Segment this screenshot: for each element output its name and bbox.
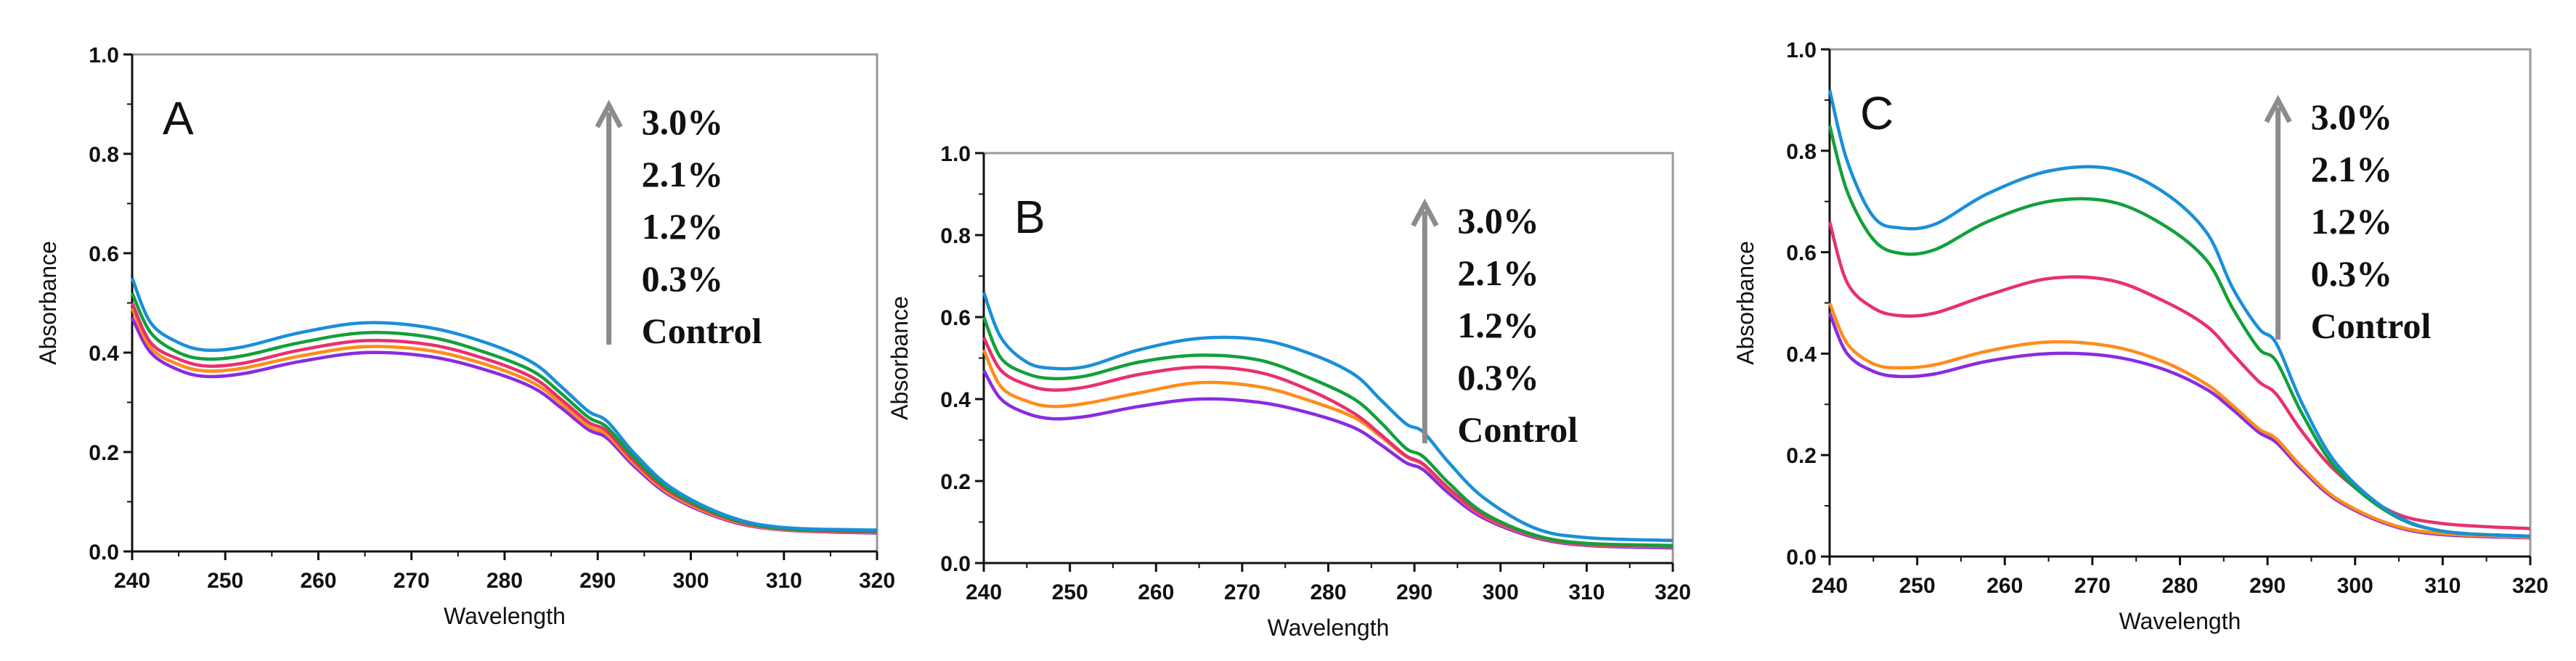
x-tick-label: 270 — [394, 569, 430, 593]
series-line-03 — [1827, 302, 2531, 539]
y-tick-label: 0.4 — [1786, 342, 1817, 366]
x-tick-label: 320 — [1655, 580, 1691, 604]
series-line-control — [982, 369, 1674, 550]
series-line-control — [1827, 312, 2531, 540]
x-tick-label: 240 — [114, 569, 150, 593]
y-tick-label: 0.2 — [1786, 444, 1817, 468]
x-tick-label: 280 — [486, 569, 523, 593]
y-tick-label: 0.2 — [89, 441, 119, 465]
x-tick-label: 310 — [2424, 574, 2461, 598]
x-tick-label: 320 — [859, 569, 895, 593]
plot-frame — [131, 53, 879, 553]
x-tick-label: 290 — [579, 569, 616, 593]
series-line-21 — [982, 316, 1674, 547]
y-tick-label: 0.6 — [1786, 242, 1817, 266]
x-tick-label: 240 — [1811, 574, 1848, 598]
x-tick-label: 250 — [207, 569, 243, 593]
legend-label: 0.3% — [1457, 357, 1538, 398]
series-line-03 — [130, 307, 878, 535]
y-tick-label: 0.2 — [940, 470, 971, 494]
y-axis-label: Absorbance — [35, 241, 61, 365]
y-tick-label: 1.0 — [89, 44, 119, 67]
series-line-30 — [1827, 89, 2531, 538]
y-tick-label: 0.6 — [940, 306, 971, 330]
y-tick-label: 0.0 — [1786, 546, 1817, 570]
y-tick-label: 0.8 — [1786, 140, 1817, 164]
y-tick-label: 0.0 — [89, 541, 119, 564]
x-tick-label: 300 — [672, 569, 709, 593]
x-tick-label: 260 — [1986, 574, 2023, 598]
legend-label: Control — [642, 311, 762, 351]
series-line-30 — [130, 277, 878, 532]
legend-label: Control — [1457, 409, 1578, 450]
x-tick-label: 300 — [1483, 580, 1519, 604]
legend-label: 3.0% — [1457, 200, 1538, 241]
legend-label: 0.3% — [2311, 253, 2393, 294]
x-tick-label: 270 — [1224, 580, 1260, 604]
x-tick-label: 280 — [2161, 574, 2198, 598]
legend-label: 2.1% — [2311, 149, 2393, 189]
x-tick-label: 290 — [2249, 574, 2286, 598]
y-tick-label: 0.8 — [940, 224, 971, 248]
plot-frame — [982, 152, 1674, 564]
y-tick-label: 0.0 — [940, 552, 971, 576]
panel-c: 240 250 260 270 280 290 300 310 320 0.0 0.2 0.4 0.6 0… — [1732, 38, 2548, 634]
y-tick-label: 0.4 — [940, 388, 971, 412]
x-tick-label: 310 — [1568, 580, 1605, 604]
y-axis-label: Absorbance — [886, 296, 913, 420]
x-tick-label: 250 — [1052, 580, 1088, 604]
y-tick-label: 1.0 — [940, 142, 971, 166]
x-tick-label: 260 — [1138, 580, 1174, 604]
x-tick-label: 300 — [2337, 574, 2373, 598]
legend-label: 2.1% — [1457, 253, 1538, 293]
y-tick-label: 0.8 — [89, 143, 119, 167]
arrow-head-icon — [1411, 198, 1439, 227]
legend-label: 3.0% — [2311, 97, 2393, 137]
series-line-21 — [130, 292, 878, 533]
legend-label: Control — [2311, 305, 2432, 346]
x-axis-label: Wavelength — [1268, 615, 1390, 641]
panel-a: 240 250 260 270 280 290 300 310 320 0.0 0.2 0.4 0.6 0… — [35, 44, 895, 629]
y-tick-label: 1.0 — [1786, 38, 1817, 62]
y-tick-label: 0.6 — [89, 242, 119, 266]
x-tick-label: 260 — [300, 569, 336, 593]
panel-label: B — [1014, 191, 1046, 243]
legend-label: 2.1% — [642, 154, 724, 194]
arrow-head-icon — [595, 99, 623, 128]
legend-label: 0.3% — [642, 258, 724, 299]
series-line-30 — [982, 292, 1674, 543]
x-tick-label: 290 — [1396, 580, 1432, 604]
x-tick-label: 270 — [2074, 574, 2111, 598]
legend-label: 1.2% — [642, 206, 724, 247]
panel-label: C — [1860, 87, 1894, 139]
plot-frame — [1828, 48, 2532, 558]
legend-label: 1.2% — [1457, 305, 1538, 345]
series-line-21 — [1827, 125, 2531, 538]
y-axis-label: Absorbance — [1732, 241, 1758, 365]
x-tick-label: 320 — [2512, 574, 2548, 598]
arrow-head-icon — [2264, 94, 2292, 123]
x-axis-label: Wavelength — [2119, 608, 2241, 634]
legend-label: 3.0% — [642, 102, 724, 142]
panel-label: A — [163, 92, 194, 144]
series-line-12 — [130, 302, 878, 534]
legend-label: 1.2% — [2311, 201, 2393, 242]
x-tick-label: 250 — [1899, 574, 1936, 598]
panel-b: 240 250 260 270 280 290 300 310 320 0.0 0.2 0.4 0.6 0… — [886, 142, 1691, 641]
x-axis-label: Wavelength — [444, 603, 566, 629]
x-tick-label: 240 — [966, 580, 1002, 604]
y-tick-label: 0.4 — [89, 342, 119, 366]
x-tick-label: 280 — [1310, 580, 1346, 604]
x-tick-label: 310 — [766, 569, 802, 593]
